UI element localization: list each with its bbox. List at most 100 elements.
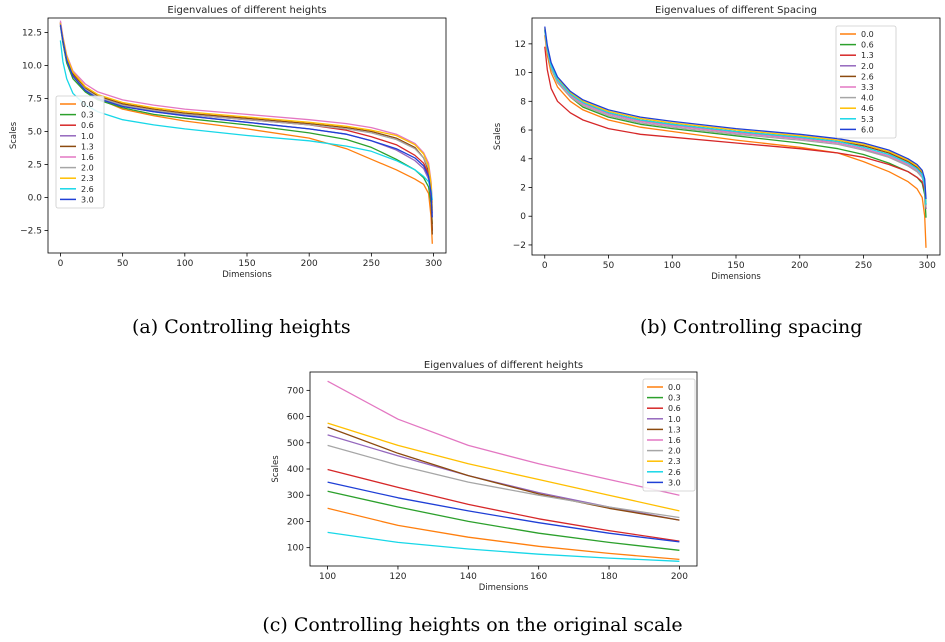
caption-c: (c) Controlling heights on the original … <box>262 614 683 636</box>
chart-a-legend-label: 0.0 <box>81 100 94 109</box>
chart-c-xtick-label: 120 <box>389 572 406 582</box>
chart-c: 100 120 140 160 180 200 100 200 300 400 500 600 700 E… <box>260 358 710 598</box>
chart-c-svg: 100 120 140 160 180 200 100 200 300 400 500 600 700 E… <box>271 360 698 593</box>
chart-a-legend-label: 0.3 <box>81 111 94 120</box>
chart-a-ytick-label: 7.5 <box>28 95 42 105</box>
chart-c-xtick-label: 180 <box>600 572 617 582</box>
chart-b-line-0-0 <box>544 35 927 248</box>
chart-b-legend-label: 5.3 <box>861 115 874 124</box>
chart-b-legend-label: 2.0 <box>861 62 874 71</box>
chart-c-line-2-0 <box>327 444 680 519</box>
chart-c-legend <box>642 378 696 492</box>
chart-b-ylabel: Scales <box>493 122 503 150</box>
chart-c-ytick-label: 600 <box>287 413 304 423</box>
chart-c-ytick-label: 100 <box>287 544 304 554</box>
chart-a-line-0-0 <box>59 23 433 244</box>
chart-b-line-4-0 <box>544 30 927 208</box>
chart-a-xlabel: Dimensions <box>222 270 272 280</box>
caption-b: (b) Controlling spacing <box>640 316 863 338</box>
chart-a-xtick-label: 250 <box>363 259 380 269</box>
caption-a: (a) Controlling heights <box>132 316 351 338</box>
chart-c-legend-label: 2.3 <box>668 457 681 466</box>
chart-c-legend-label: 0.6 <box>668 404 681 413</box>
chart-a-xtick-label: 50 <box>117 259 129 269</box>
chart-c-series-group <box>327 380 680 562</box>
chart-a-line-2-6 <box>59 40 433 201</box>
chart-b-title: Eigenvalues of different Spacing <box>655 5 817 16</box>
chart-a-legend-label: 3.0 <box>81 195 94 204</box>
chart-b-xtick-label: 100 <box>664 261 681 271</box>
chart-a-series-group <box>59 20 433 244</box>
chart-c-xlabel: Dimensions <box>479 583 529 593</box>
chart-a-svg: 0 50 100 150 200 250 300 −2.5 0.0 2.5 5.0 7.5 10.0 12… <box>9 5 447 280</box>
chart-a-line-0-3 <box>59 25 433 225</box>
chart-c-title: Eigenvalues of different heights <box>424 360 583 371</box>
chart-a-ytick-label: 10.0 <box>22 62 42 72</box>
chart-c-legend-label: 1.3 <box>668 425 681 434</box>
chart-b-svg: 0 50 100 150 200 250 300 −2 0 2 4 6 8 10 12 Eigenvalues… <box>493 5 941 282</box>
chart-c-line-0-0 <box>327 507 680 561</box>
chart-b-ytick-label: 2 <box>520 183 526 193</box>
chart-a-xtick-label: 100 <box>176 259 193 269</box>
chart-b-line-1-3 <box>544 46 927 210</box>
chart-c-ytick-label: 700 <box>287 386 304 396</box>
chart-b-ytick-label: 6 <box>520 126 526 136</box>
chart-a-xtick-label: 0 <box>58 259 64 269</box>
chart-b-ytick-label: −2 <box>513 241 526 251</box>
chart-a: 0 50 100 150 200 250 300 −2.5 0.0 2.5 5.0 7.5 10.0 12… <box>0 0 460 290</box>
chart-a-line-0-6 <box>59 23 433 231</box>
chart-a-legend-label: 1.0 <box>81 132 94 141</box>
chart-a-legend-label: 0.6 <box>81 121 94 130</box>
chart-b-xtick-label: 50 <box>603 261 615 271</box>
chart-a-xtick-label: 300 <box>425 259 442 269</box>
chart-a-xtick-label: 150 <box>238 259 255 269</box>
chart-b-ytick-label: 10 <box>515 69 527 79</box>
chart-b-xtick-label: 200 <box>791 261 808 271</box>
chart-b-xtick-label: 300 <box>919 261 936 271</box>
chart-c-xtick-label: 140 <box>460 572 477 582</box>
chart-b-ytick-label: 0 <box>520 212 526 222</box>
chart-c-legend-label: 0.3 <box>668 394 681 403</box>
chart-c-line-0-6 <box>327 468 680 542</box>
chart-b-legend-label: 4.0 <box>861 94 874 103</box>
chart-c-legend-label: 1.6 <box>668 436 681 445</box>
chart-a-legend-label: 1.6 <box>81 153 94 162</box>
chart-c-xtick-label: 100 <box>319 572 336 582</box>
chart-a-legend-label: 2.6 <box>81 185 94 194</box>
chart-b-xtick-label: 150 <box>727 261 744 271</box>
chart-b-legend-label: 2.6 <box>861 72 874 81</box>
chart-c-line-2-6 <box>327 531 680 562</box>
chart-c-ytick-label: 500 <box>287 439 304 449</box>
chart-b-legend <box>835 25 897 139</box>
chart-b-ytick-label: 8 <box>520 97 526 107</box>
chart-c-legend-label: 2.0 <box>668 447 681 456</box>
chart-c-legend-label: 0.0 <box>668 383 681 392</box>
chart-c-ytick-label: 200 <box>287 517 304 527</box>
chart-b-legend-label: 3.3 <box>861 83 874 92</box>
chart-a-ytick-label: 0.0 <box>28 194 43 204</box>
chart-c-ylabel: Scales <box>271 455 281 483</box>
chart-c-legend-label: 2.6 <box>668 468 681 477</box>
chart-a-legend-label: 1.3 <box>81 142 94 151</box>
chart-b-xtick-label: 250 <box>855 261 872 271</box>
chart-b-legend-label: 0.0 <box>861 30 874 39</box>
chart-b-line-5-3 <box>544 29 927 205</box>
chart-b: 0 50 100 150 200 250 300 −2 0 2 4 6 8 10 12 Eigenvalues… <box>480 0 945 290</box>
chart-a-title: Eigenvalues of different heights <box>167 5 326 16</box>
chart-a-ytick-label: 12.5 <box>22 29 42 39</box>
chart-c-xtick-label: 160 <box>530 572 547 582</box>
chart-a-legend-label: 2.0 <box>81 164 94 173</box>
chart-c-xtick-label: 200 <box>671 572 688 582</box>
chart-c-line-3-0 <box>327 481 680 543</box>
chart-a-line-2-3 <box>59 23 433 211</box>
chart-b-series-group <box>544 26 927 248</box>
chart-c-line-0-3 <box>327 490 680 551</box>
chart-c-line-1-3 <box>327 426 680 521</box>
chart-a-ylabel: Scales <box>9 121 19 149</box>
chart-a-line-1-6 <box>59 20 433 203</box>
chart-a-ytick-label: 2.5 <box>28 161 42 171</box>
chart-b-xtick-label: 0 <box>542 261 548 271</box>
chart-b-ytick-label: 12 <box>515 40 526 50</box>
chart-a-line-3-0 <box>59 24 433 218</box>
chart-a-xtick-label: 200 <box>301 259 318 269</box>
